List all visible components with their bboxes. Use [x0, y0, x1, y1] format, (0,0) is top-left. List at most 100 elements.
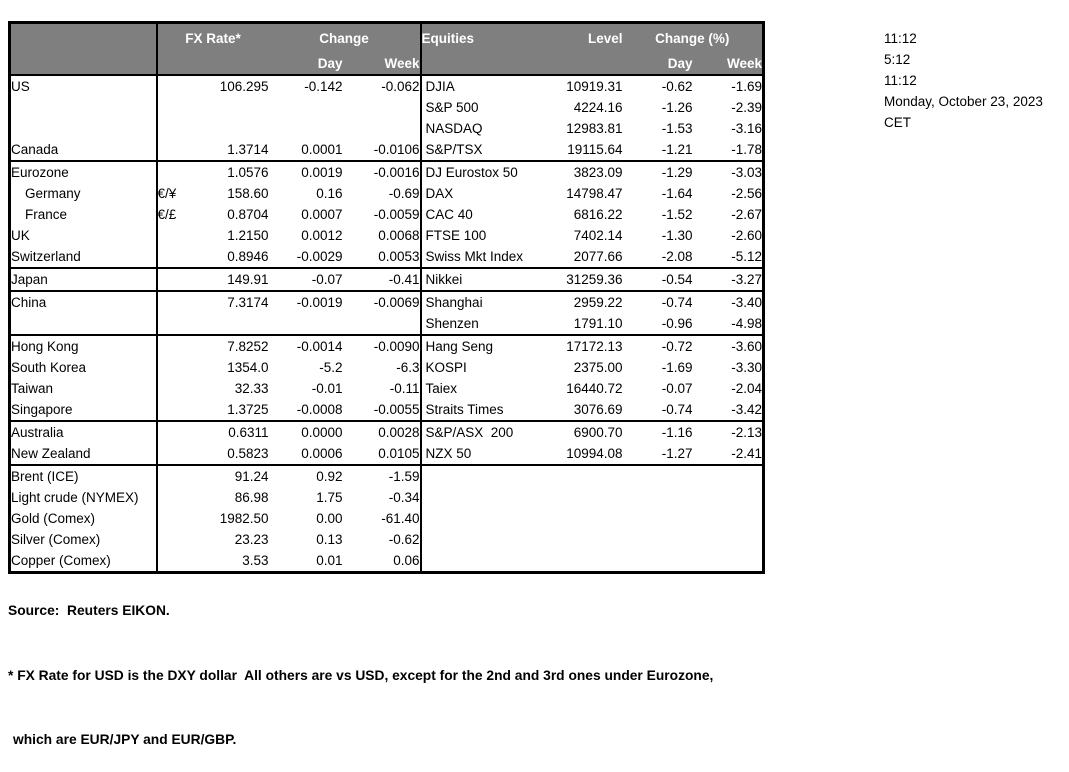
equity-week-change: -2.41: [731, 446, 763, 461]
equity-name: DJ Eurostox 50: [420, 160, 547, 183]
row-label: [9, 97, 158, 118]
row-label: [9, 313, 158, 335]
fx-footnote-line-2: which are EUR/JPY and EUR/GBP.: [13, 732, 237, 747]
fx-day-change: 0.0001: [301, 142, 343, 157]
table-row: Gold (Comex) 1982.50 0.00 -61.40: [9, 508, 764, 529]
fx-day-change: 0.0012: [301, 228, 343, 243]
fx-day-change: 0.0007: [301, 207, 343, 222]
fx-rate-value: 149.91: [194, 267, 269, 291]
fx-rate-value: 1.0576: [194, 160, 269, 183]
fx-week-change: -0.0059: [342, 204, 422, 225]
equity-week-change: -2.13: [692, 420, 764, 443]
equity-name: FTSE 100: [425, 228, 487, 243]
equity-day-change: -1.53: [661, 121, 693, 136]
currency-pair: [157, 508, 195, 529]
fx-day-change: [269, 118, 343, 139]
footnotes: Source: Reuters EIKON. * FX Rate for USD…: [8, 557, 713, 772]
row-label: Australia: [9, 420, 158, 443]
equity-week-change: [693, 508, 764, 529]
fx-equities-table: FX Rate* Change Equities Level Change (%…: [8, 21, 766, 574]
equity-level: 6816.22: [573, 207, 623, 222]
table-body: US 106.295 -0.142 -0.062 DJIA 10919.31 -0.62 -1…: [9, 75, 764, 573]
equity-day-change: -0.96: [661, 316, 693, 331]
equity-name: [421, 508, 547, 529]
table-row: US 106.295 -0.142 -0.062 DJIA 10919.31 -0.62 -1…: [9, 75, 764, 97]
equity-week-change: -1.69: [731, 79, 763, 94]
table-row: UK 1.2150 0.0012 0.0068 FTSE 100 7402.14 -1.30…: [9, 225, 764, 246]
equity-day-change: -0.72: [622, 334, 693, 357]
row-label: Light crude (NYMEX): [9, 487, 158, 508]
fx-week-change: -6.3: [342, 357, 422, 378]
equity-name: CAC 40: [425, 207, 473, 222]
fx-week-change: 0.06: [342, 550, 422, 573]
equity-name: DJIA: [425, 79, 455, 94]
table-row: South Korea 1354.0 -5.2 -6.3 KOSPI 2375.00 -1.…: [9, 357, 764, 378]
equity-week-change: -4.98: [731, 316, 763, 331]
table-row: Germany €/¥ 158.60 0.16 -0.69 DAX 14798.47 -1.6…: [9, 183, 764, 204]
currency-pair: [157, 487, 195, 508]
equity-level: [547, 508, 623, 529]
currency-pair: €/¥: [157, 186, 177, 201]
equity-day-change: -1.52: [661, 207, 693, 222]
row-label: Canada: [9, 139, 158, 161]
fx-day-change: 0.92: [268, 464, 343, 487]
equity-level: 19115.64: [567, 142, 623, 157]
equity-name: Straits Times: [425, 402, 504, 417]
equity-name: Swiss Mkt Index: [425, 249, 524, 264]
header-row-2: Day Week Day Week: [9, 53, 764, 76]
equity-level: [547, 529, 623, 550]
equity-name: Shanghai: [420, 290, 547, 313]
fx-rate-value: 91.24: [194, 464, 269, 487]
fx-day-change: 0.13: [316, 532, 343, 547]
equity-level: 3823.09: [546, 160, 623, 183]
level-header: Level: [546, 22, 623, 53]
equity-week-header: Week: [692, 53, 764, 76]
empty-header-cell: [156, 53, 195, 76]
currency-pair: [156, 267, 195, 291]
fx-week-change: -0.0016: [342, 160, 422, 183]
equity-change-pct-header: Change (%): [622, 22, 764, 53]
equity-day-change: -1.30: [661, 228, 693, 243]
fx-day-change: -0.0014: [268, 334, 343, 357]
table-row: Switzerland 0.8946 -0.0029 0.0053 Swiss Mkt …: [9, 246, 764, 268]
fx-rate-value: 7.3174: [194, 290, 269, 313]
fx-week-change: [342, 118, 422, 139]
table-row: France €/£ 0.8704 0.0007 -0.0059 CAC 40 6816.2…: [9, 204, 764, 225]
fx-rate-value: 3.53: [242, 553, 269, 568]
fx-rate-value: 86.98: [234, 490, 269, 505]
equity-name: KOSPI: [425, 360, 467, 375]
row-label: Hong Kong: [9, 334, 158, 357]
fx-week-change: -0.0090: [342, 334, 422, 357]
timestamp-line: 11:12: [884, 31, 917, 46]
fx-rate-value: 23.23: [234, 532, 269, 547]
table-row: Light crude (NYMEX) 86.98 1.75 -0.34: [9, 487, 764, 508]
fx-week-header: Week: [342, 53, 422, 76]
table-row: S&P 500 4224.16 -1.26 -2.39: [9, 97, 764, 118]
table-row: Shenzen 1791.10 -0.96 -4.98: [9, 313, 764, 335]
equity-level: 16440.72: [566, 381, 623, 396]
timestamp-line: 5:12: [884, 52, 911, 67]
fx-day-change: 0.01: [316, 553, 343, 568]
equity-day-change: [623, 529, 693, 550]
equity-day-change: -1.26: [661, 100, 693, 115]
equity-week-change: [693, 487, 764, 508]
row-label: Japan: [9, 267, 158, 291]
fx-week-change: 0.0053: [342, 246, 422, 268]
equity-week-change: -3.42: [731, 402, 763, 417]
fx-rate-value: 106.295: [219, 79, 269, 94]
table-row: Canada 1.3714 0.0001 -0.0106 S&P/TSX 19115.64…: [9, 139, 764, 161]
equity-week-change: -5.12: [731, 249, 763, 264]
fx-week-change: [342, 313, 422, 335]
currency-pair: [157, 139, 195, 161]
fx-week-change: -0.62: [342, 529, 422, 550]
fx-change-header: Change: [268, 22, 422, 53]
equity-week-change: -2.67: [731, 207, 763, 222]
equity-level: 2375.00: [573, 360, 623, 375]
equity-level: 7402.14: [573, 228, 623, 243]
fx-week-change: 0.0028: [342, 420, 422, 443]
fx-rate-value: 32.33: [234, 381, 269, 396]
equity-name: [421, 487, 547, 508]
row-label: UK: [9, 225, 158, 246]
equity-day-change: -0.74: [661, 402, 693, 417]
fx-day-change: -0.0008: [296, 402, 343, 417]
